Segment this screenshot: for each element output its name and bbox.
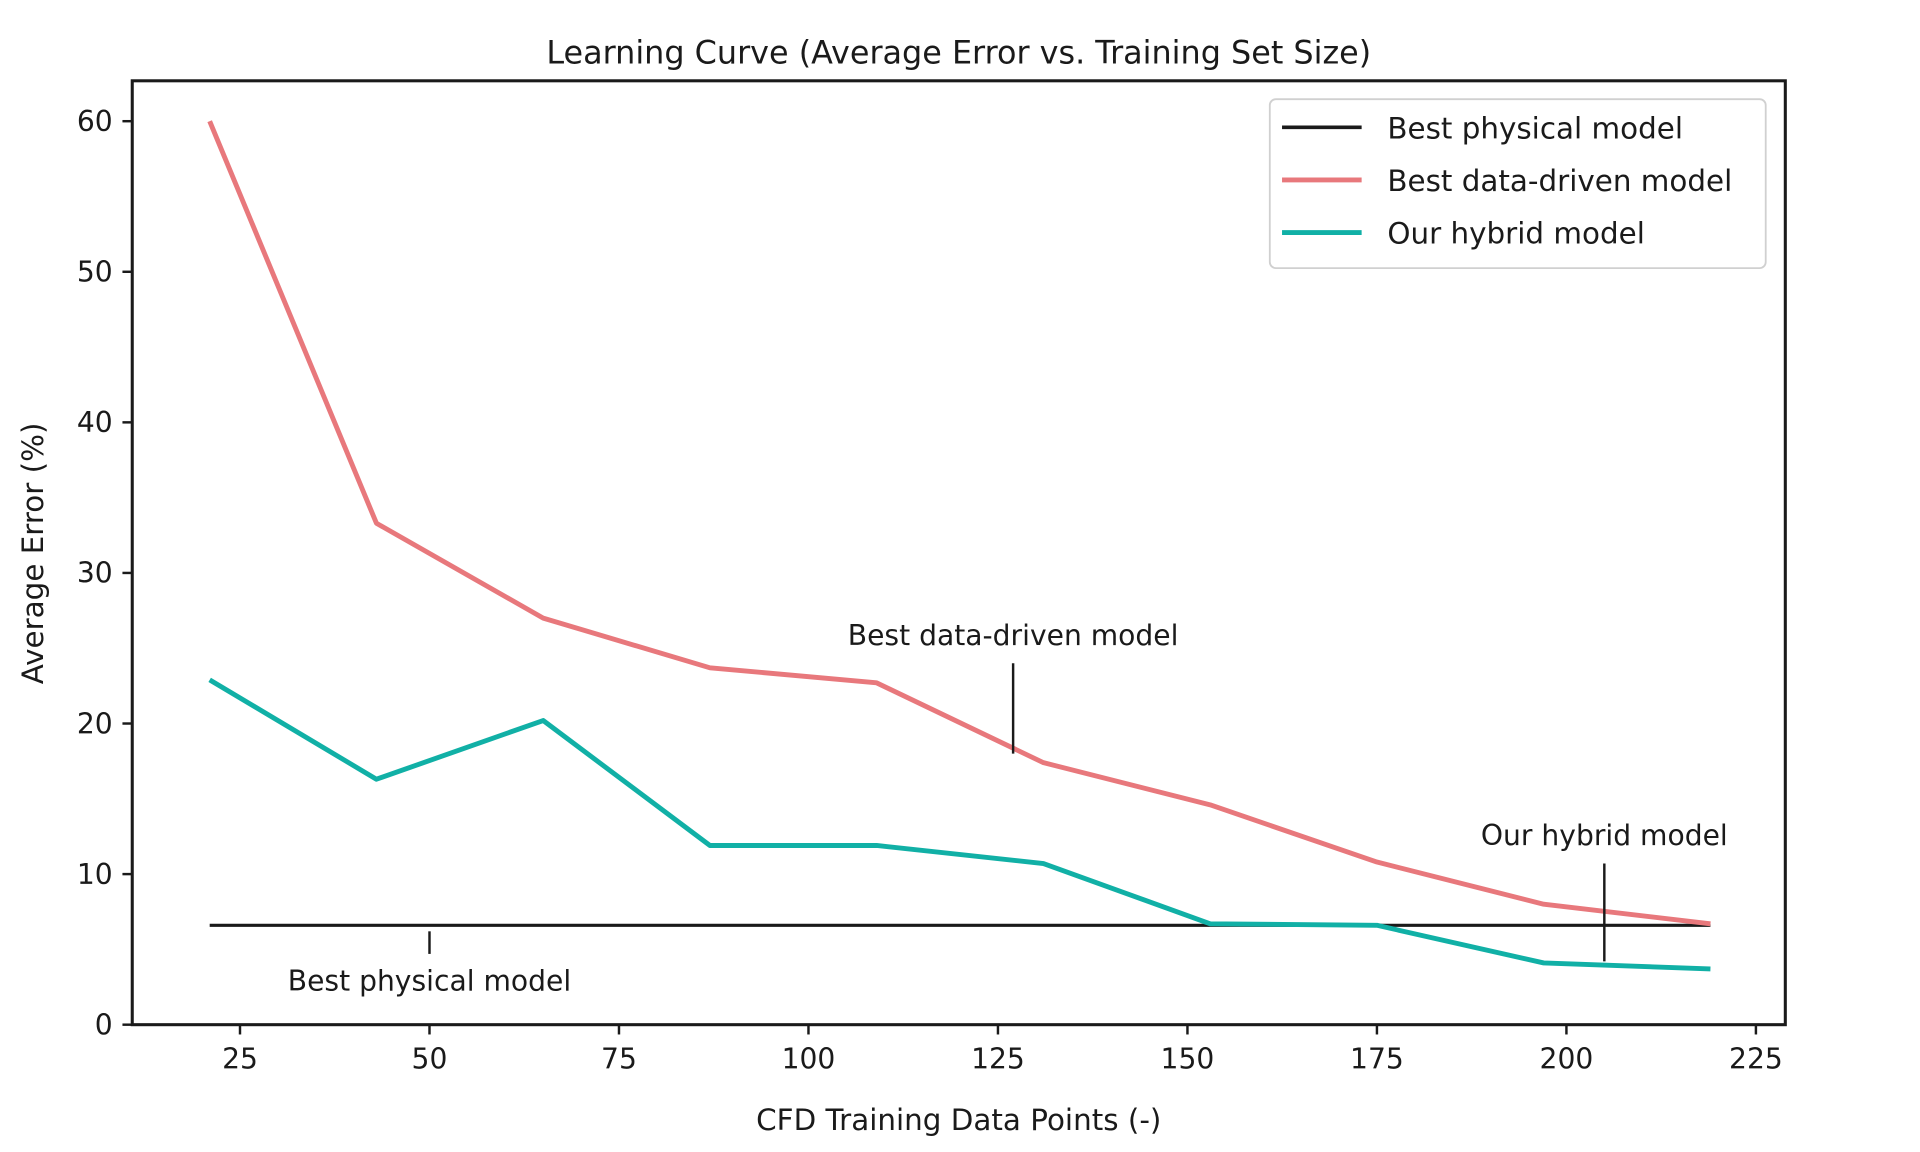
- y-axis-label: Average Error (%): [16, 422, 50, 684]
- legend-label: Our hybrid model: [1387, 217, 1645, 251]
- y-tick-label: 30: [77, 557, 113, 590]
- x-tick-label: 25: [222, 1043, 258, 1076]
- x-tick-label: 175: [1350, 1043, 1404, 1076]
- x-tick-label: 225: [1729, 1043, 1783, 1076]
- x-tick-label: 100: [782, 1043, 836, 1076]
- y-tick-label: 0: [95, 1008, 113, 1041]
- y-tick-label: 10: [77, 858, 113, 891]
- x-tick-label: 200: [1540, 1043, 1594, 1076]
- x-tick-label: 150: [1161, 1043, 1215, 1076]
- x-tick-label: 75: [601, 1043, 637, 1076]
- y-tick-label: 50: [77, 256, 113, 289]
- annotation-label: Best data-driven model: [848, 619, 1179, 652]
- x-tick-label: 50: [412, 1043, 448, 1076]
- chart-title: Learning Curve (Average Error vs. Traini…: [546, 34, 1371, 72]
- series-line-our-hybrid-model: [208, 677, 1711, 972]
- series-line-best-data-driven-model: [207, 120, 1711, 927]
- x-tick-label: 125: [971, 1043, 1025, 1076]
- legend-box: [1268, 98, 1767, 270]
- annotation-label: Our hybrid model: [1481, 819, 1728, 852]
- legend-label: Best physical model: [1387, 111, 1683, 145]
- x-axis-label: CFD Training Data Points (-): [756, 1103, 1161, 1137]
- plot-area: Best data-driven model Our hybrid model Be…: [207, 120, 1728, 998]
- plot-frame: [130, 79, 1787, 1027]
- y-tick-label: 60: [77, 105, 113, 138]
- legend-label: Best data-driven model: [1387, 164, 1732, 198]
- y-tick-label: 40: [77, 406, 113, 439]
- annotation-label: Best physical model: [288, 965, 571, 998]
- y-tick-label: 20: [77, 707, 113, 740]
- legend: Best physical model Best data-driven mode…: [1268, 98, 1767, 270]
